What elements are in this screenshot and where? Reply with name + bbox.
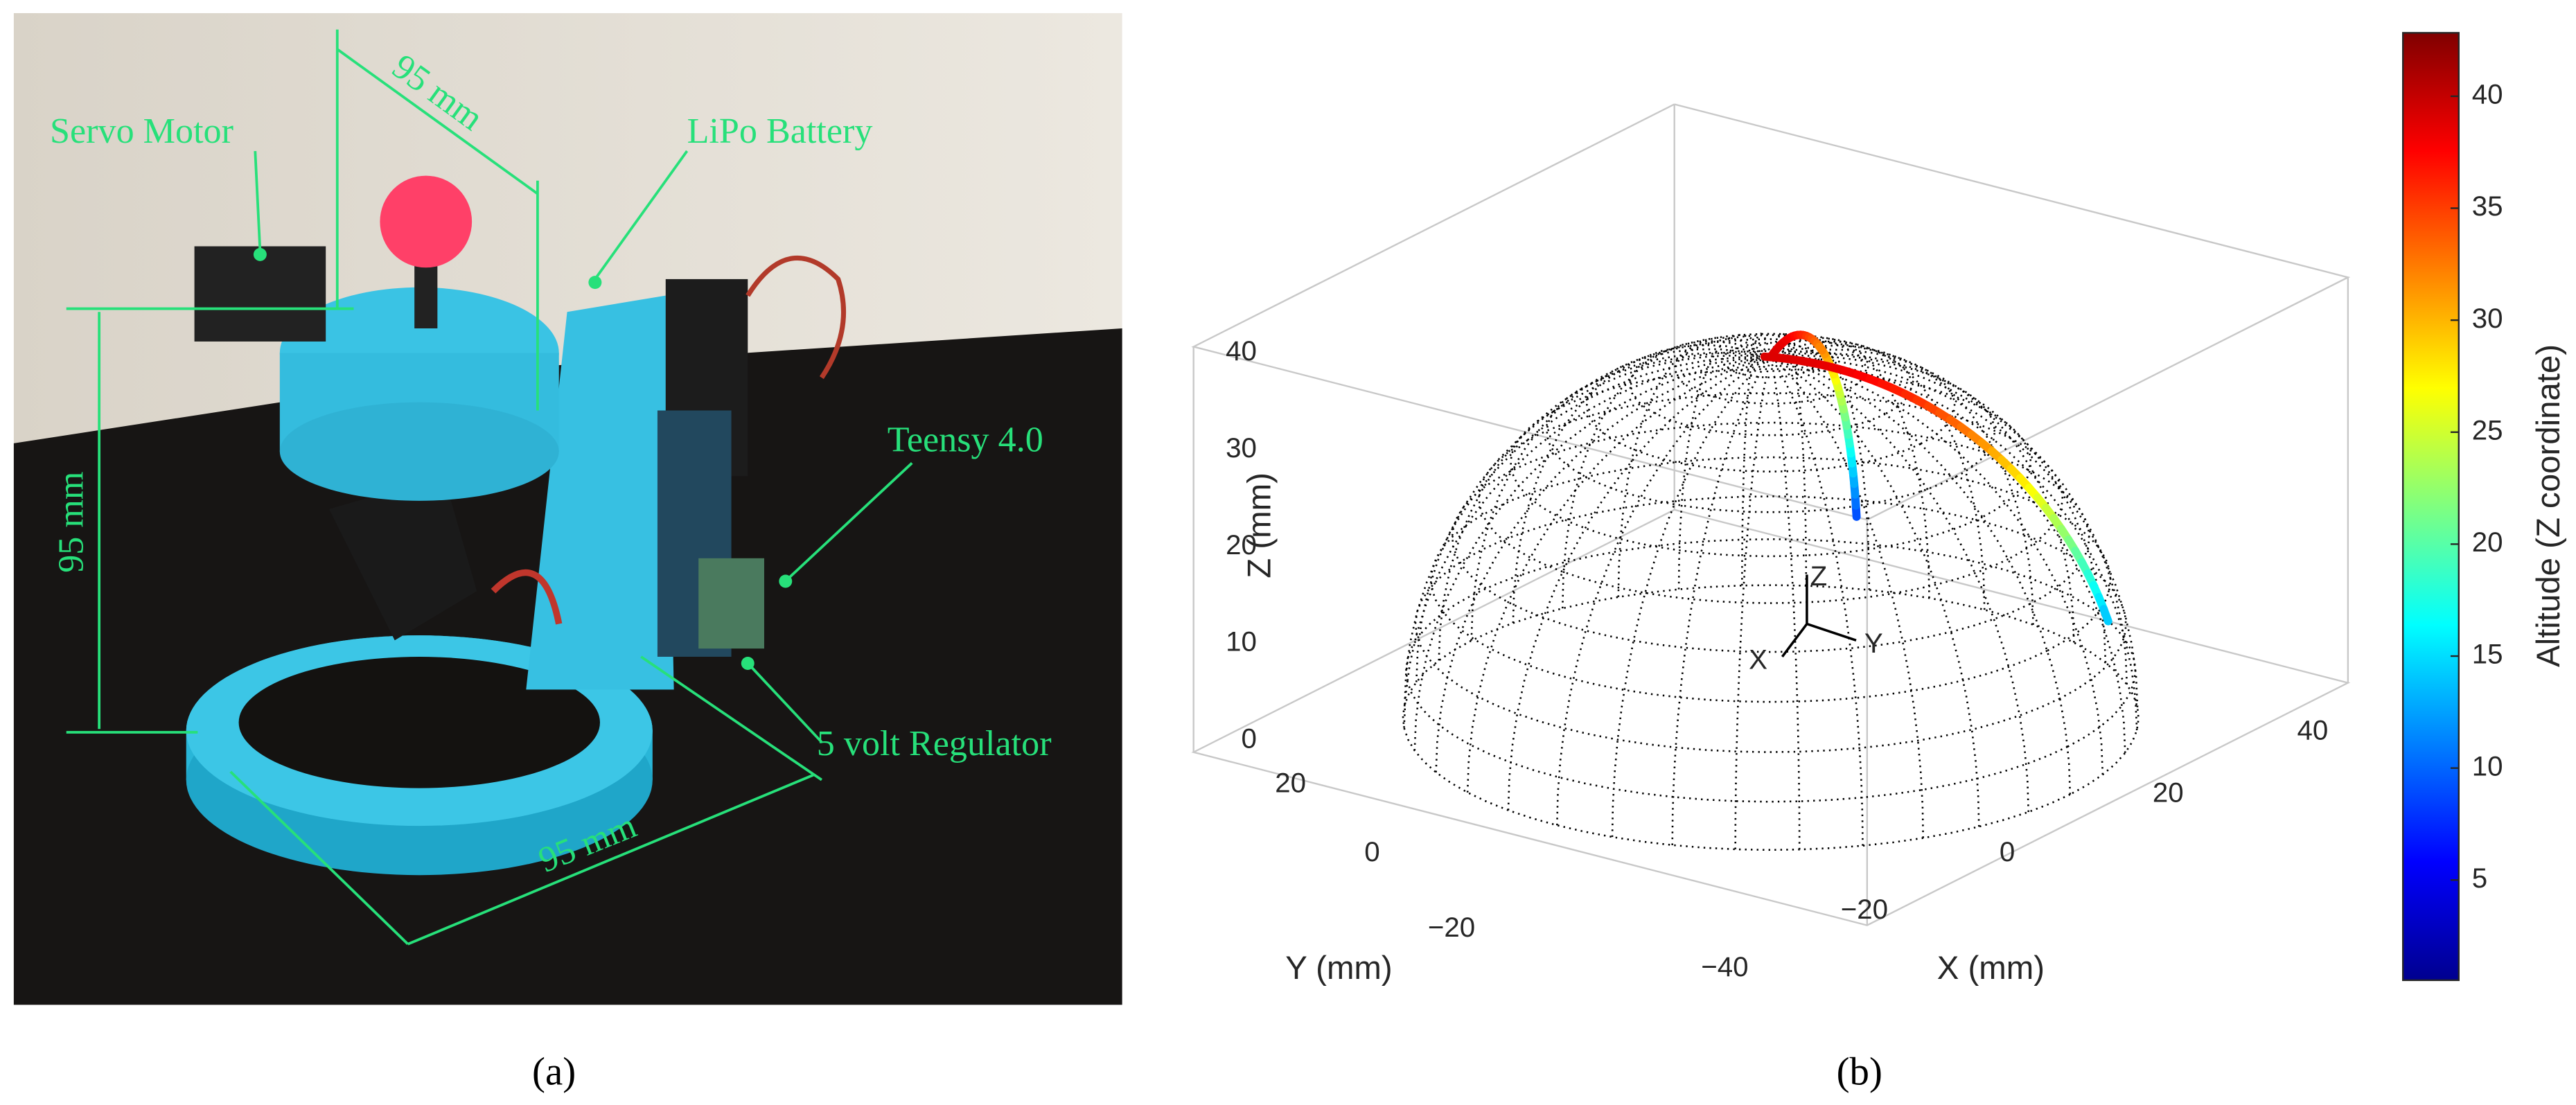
triad-label: Y <box>1864 628 1883 659</box>
triad-label: X <box>1749 644 1767 675</box>
plot-3d <box>1191 103 2351 926</box>
meridian <box>1466 356 1772 793</box>
meridian <box>1770 356 1864 846</box>
annotation: Servo Motor <box>50 112 233 151</box>
annotation: LiPo Battery <box>687 112 873 151</box>
annotation: Teensy 4.0 <box>888 421 1043 460</box>
caption: (b) <box>1837 1050 1882 1093</box>
meridian <box>1435 356 1772 772</box>
z-tick-label: 20 <box>1226 529 1257 560</box>
meridian <box>1770 333 1808 586</box>
meridian <box>1741 333 1772 586</box>
z-axis-label: Z (mm) <box>1242 472 1278 578</box>
x-tick-label: 0 <box>2000 836 2015 867</box>
y-tick-label: −20 <box>1428 912 1475 943</box>
colorbar-tick-label: 30 <box>2472 303 2503 334</box>
colorbar-tick-label: 35 <box>2472 191 2503 222</box>
x-tick-label: 20 <box>2153 777 2184 808</box>
trajectory <box>1815 342 1826 355</box>
meridian <box>1770 356 2139 707</box>
annotation: 5 volt Regulator <box>817 724 1052 763</box>
colorbar <box>2402 32 2460 982</box>
latitude <box>1675 334 1867 405</box>
latitude <box>1451 421 2090 653</box>
annotation: 95 mm <box>51 472 91 573</box>
x-tick-label: −40 <box>1701 951 1748 982</box>
triad-axis <box>1781 623 1808 658</box>
latitude <box>1586 338 1956 472</box>
meridian <box>1556 356 1772 826</box>
box-edge <box>1191 509 2351 926</box>
meridian <box>1770 356 1980 827</box>
triad-label: Z <box>1810 560 1828 592</box>
z-tick-label: 10 <box>1226 626 1257 657</box>
z-tick-label: 30 <box>1226 432 1257 463</box>
dimension-lines <box>66 29 913 946</box>
colorbar-tick-label: 5 <box>2472 863 2487 894</box>
z-tick-label: 40 <box>1226 335 1257 366</box>
colorbar-tick-label: 25 <box>2472 414 2503 445</box>
meridian <box>1770 340 1986 610</box>
photo <box>13 12 1122 1005</box>
meridian <box>1770 334 1871 590</box>
meridian <box>1403 356 1771 728</box>
triad-axis <box>1806 622 1857 642</box>
meridian <box>1438 351 1771 661</box>
z-tick-label: 0 <box>1242 723 1257 754</box>
box-edge <box>1191 103 2351 521</box>
colorbar-label: Altitude (Z coordinate) <box>2530 344 2567 667</box>
colorbar-tick-label: 15 <box>2472 639 2503 670</box>
latitude <box>1402 584 2140 851</box>
meridian <box>1677 334 1772 590</box>
meridian <box>1404 356 1771 705</box>
meridian <box>1561 340 1772 609</box>
x-tick-label: 40 <box>2297 715 2328 746</box>
x-tick-label: −20 <box>1841 894 1888 925</box>
latitude <box>1405 538 2137 803</box>
meridian <box>1770 356 2138 731</box>
meridian <box>1413 356 1771 751</box>
y-tick-label: 20 <box>1275 767 1306 798</box>
x-axis-label: X (mm) <box>1937 950 2045 987</box>
meridian <box>1617 336 1772 597</box>
colorbar-tick-label: 10 <box>2472 750 2503 781</box>
y-axis-label: Y (mm) <box>1285 950 1392 987</box>
meridian <box>1770 356 2030 813</box>
colorbar-tick-label: 40 <box>2472 79 2503 110</box>
latitude <box>1478 392 2064 604</box>
meridian <box>1470 348 1772 641</box>
colorbar-tick-label: 20 <box>2472 527 2503 558</box>
meridian <box>1770 356 2104 775</box>
trajectory <box>2099 605 2112 626</box>
meridian <box>1512 344 1772 624</box>
meridian <box>1671 356 1772 845</box>
caption: (a) <box>532 1050 576 1093</box>
y-tick-label: 0 <box>1364 836 1379 867</box>
